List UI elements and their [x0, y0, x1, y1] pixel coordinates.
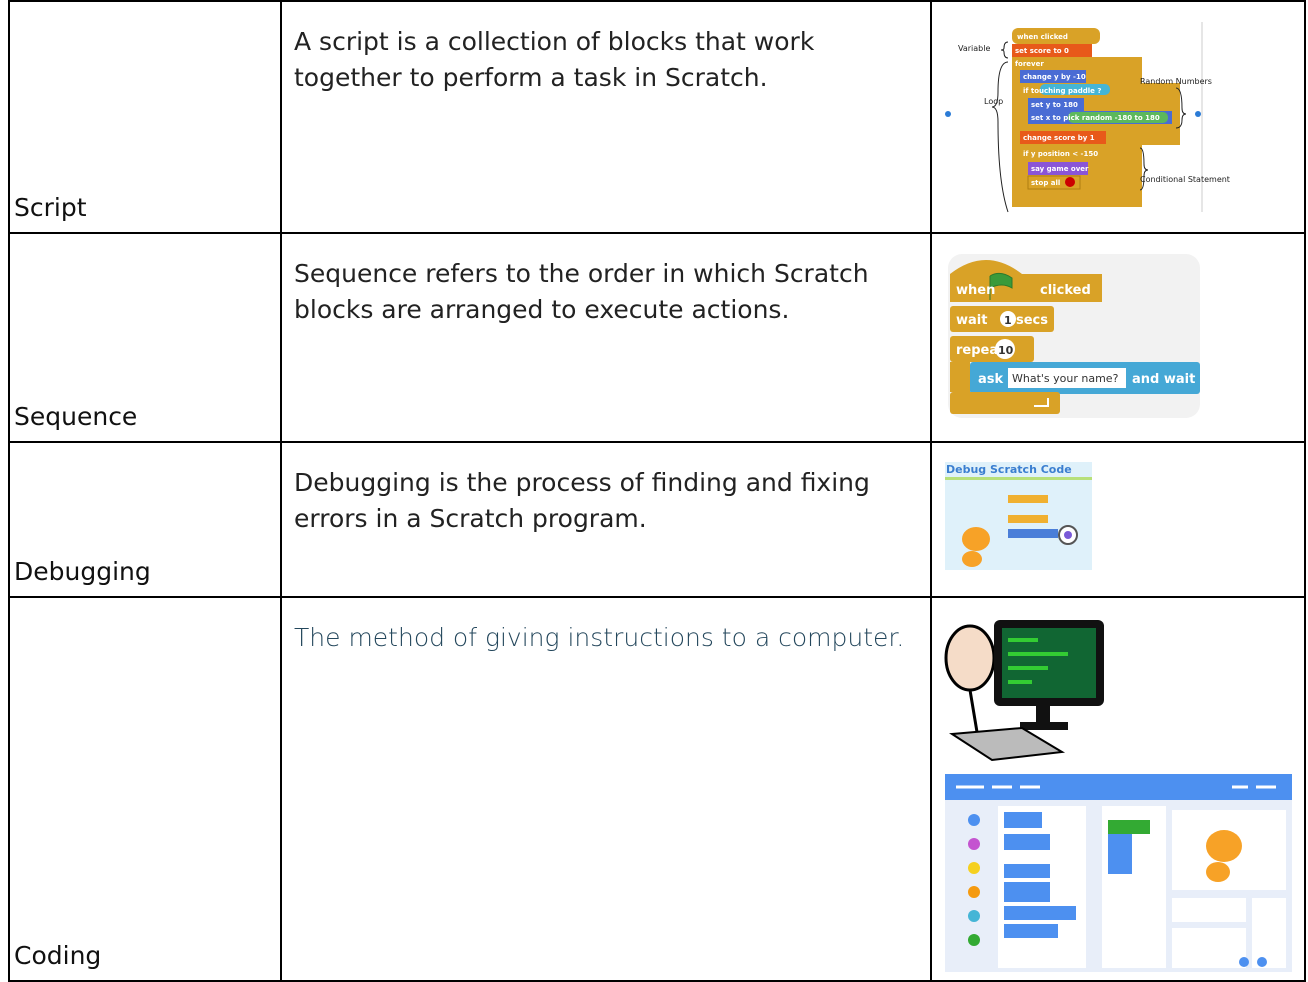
row: Coding The method of giving instructions… [8, 596, 1306, 982]
term-cell: Sequence [8, 232, 282, 443]
block-text: stop all [1031, 179, 1060, 187]
block-text: set y to 180 [1031, 101, 1078, 109]
annotation: Variable [958, 44, 990, 53]
block-text: if y position < -150 [1023, 150, 1098, 158]
term: Debugging [14, 557, 151, 586]
block-text: repeat [956, 343, 1004, 358]
term-cell: Coding [8, 596, 282, 982]
definition: The method of giving instructions to a c… [294, 623, 905, 652]
row: Sequence Sequence refers to the order in… [8, 232, 1306, 443]
block-text: 1 [1004, 314, 1012, 327]
block-text: secs [1016, 313, 1048, 328]
term: Sequence [14, 402, 138, 431]
definition-cell: Sequence refers to the order in which Sc… [280, 232, 932, 443]
block-text: set x to pick random -180 to 180 [1031, 114, 1160, 122]
row: Debugging Debugging is the process of fi… [8, 441, 1306, 598]
definition: Sequence refers to the order in which Sc… [294, 259, 869, 324]
block-text: clicked [1040, 283, 1091, 298]
term-cell: Script [8, 0, 282, 234]
definition-cell: The method of giving instructions to a c… [280, 596, 932, 982]
annotation: Random Numbers [1140, 77, 1212, 86]
definition: A script is a collection of blocks that … [294, 27, 815, 92]
block-text: set score to 0 [1015, 47, 1069, 55]
image-title: Debug Scratch Code [946, 463, 1072, 476]
row: Script A script is a collection of block… [8, 0, 1306, 234]
block-text: if touching paddle ? [1023, 87, 1101, 95]
term: Script [14, 193, 87, 222]
annotation: Loop [984, 97, 1003, 106]
script-image: when clicked set score to 0 forever chan… [945, 22, 1230, 213]
block-text: wait [956, 313, 987, 328]
image-cell: when clicked wait 1 secs repeat 10 ask W… [930, 232, 1306, 443]
block-text: when clicked [1017, 33, 1068, 41]
block-text: ask [978, 372, 1004, 387]
block-text: What's your name? [1012, 372, 1119, 385]
block-text: and wait [1132, 372, 1195, 387]
term-cell: Debugging [8, 441, 282, 598]
block-text: forever [1015, 60, 1044, 68]
sequence-image: when clicked wait 1 secs repeat 10 ask W… [948, 254, 1200, 418]
debugging-image: Debug Scratch Code [945, 462, 1092, 570]
glossary-table: Script A script is a collection of block… [8, 0, 1306, 982]
coding-image [944, 620, 1292, 972]
block-text: say game over [1031, 165, 1089, 173]
image-cell [930, 596, 1306, 982]
definition-cell: Debugging is the process of finding and … [280, 441, 932, 598]
block-text: 10 [998, 344, 1014, 357]
definition: Debugging is the process of finding and … [294, 468, 870, 533]
image-cell: when clicked set score to 0 forever chan… [930, 0, 1306, 234]
block-text: change y by -10 [1023, 73, 1086, 81]
image-cell: Debug Scratch Code [930, 441, 1306, 598]
block-text: change score by 1 [1023, 134, 1095, 142]
annotation: Conditional Statement [1140, 175, 1230, 184]
definition-cell: A script is a collection of blocks that … [280, 0, 932, 234]
term: Coding [14, 941, 102, 970]
block-text: when [956, 283, 995, 298]
